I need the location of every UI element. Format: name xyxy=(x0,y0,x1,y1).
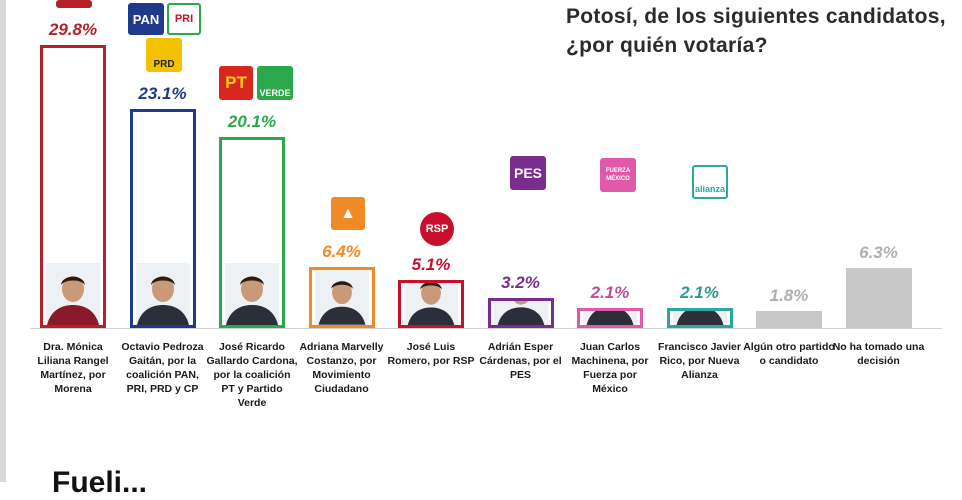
category-label: Dra. Mónica Liliana Rangel Martínez, por… xyxy=(37,341,109,395)
bar xyxy=(845,268,912,328)
verde-logo: VERDE xyxy=(257,66,293,100)
category-label: José Luis Romero, por RSP xyxy=(387,341,475,367)
category-label: Juan Carlos Machinena, por Fuerza por Mé… xyxy=(571,341,649,395)
bar xyxy=(40,44,106,328)
title-line-2: ¿por quién votaría? xyxy=(566,34,768,57)
category-label: José Ricardo Gallardo Cardona, por la co… xyxy=(206,341,298,409)
candidate-photo xyxy=(135,262,190,325)
candidate-photo xyxy=(225,262,279,325)
left-border xyxy=(0,0,6,482)
fxm-logo: FUERZA MÉXICO xyxy=(600,158,636,192)
value-label: 29.8% xyxy=(48,19,98,39)
value-label: 6.3% xyxy=(859,243,898,263)
next-section-heading: Fueli... xyxy=(52,466,148,499)
title-line-1: Potosí, de los siguientes candidatos, xyxy=(566,5,946,28)
pes-logo: PES xyxy=(510,156,546,190)
pt-logo: PT xyxy=(219,66,253,100)
category-label: Adriana Marvelly Costanzo, por Movimient… xyxy=(299,341,384,395)
value-label: 6.4% xyxy=(322,242,361,262)
value-label: 5.1% xyxy=(411,254,451,274)
chart-title: Potosí, de los siguientes candidatos, ¿p… xyxy=(566,2,962,60)
category-label: Francisco Javier Rico, por Nueva Alianza xyxy=(658,341,741,381)
baseline xyxy=(30,328,942,329)
bar xyxy=(219,137,285,328)
category-label: Adrián Esper Cárdenas, por el PES xyxy=(479,341,562,381)
value-label: 1.8% xyxy=(769,285,809,305)
value-label: 2.1% xyxy=(680,283,719,303)
bar xyxy=(129,108,196,328)
value-label: 2.1% xyxy=(590,283,630,303)
bar xyxy=(577,308,643,328)
category-label: No ha tomado una decisión xyxy=(832,341,925,367)
pri-logo: PRI xyxy=(167,3,201,35)
bar xyxy=(487,297,554,328)
rsp-logo: RSP xyxy=(420,212,454,246)
prd-logo: PRD xyxy=(146,38,182,72)
morena-logo xyxy=(56,0,92,8)
value-label: 20.1% xyxy=(227,112,277,132)
bar xyxy=(398,279,464,328)
candidate-photo xyxy=(583,311,637,325)
value-label: 3.2% xyxy=(501,272,540,292)
candidate-photo xyxy=(493,300,548,325)
mc-logo: ▲ xyxy=(331,197,365,230)
value-label: 23.1% xyxy=(138,83,187,103)
category-label: Algún otro partido o candidato xyxy=(743,341,835,367)
candidate-photo xyxy=(46,262,100,325)
bar xyxy=(756,310,822,328)
pan-logo: PAN xyxy=(128,3,164,35)
candidate-photo xyxy=(672,311,727,325)
candidate-photo xyxy=(314,270,369,325)
bar xyxy=(308,267,375,328)
category-label: Octavio Pedroza Gaitán, por la coalición… xyxy=(121,341,204,395)
candidate-photo xyxy=(404,282,458,325)
nueva-alianza-logo: alianza xyxy=(692,165,728,199)
bar xyxy=(666,308,733,328)
